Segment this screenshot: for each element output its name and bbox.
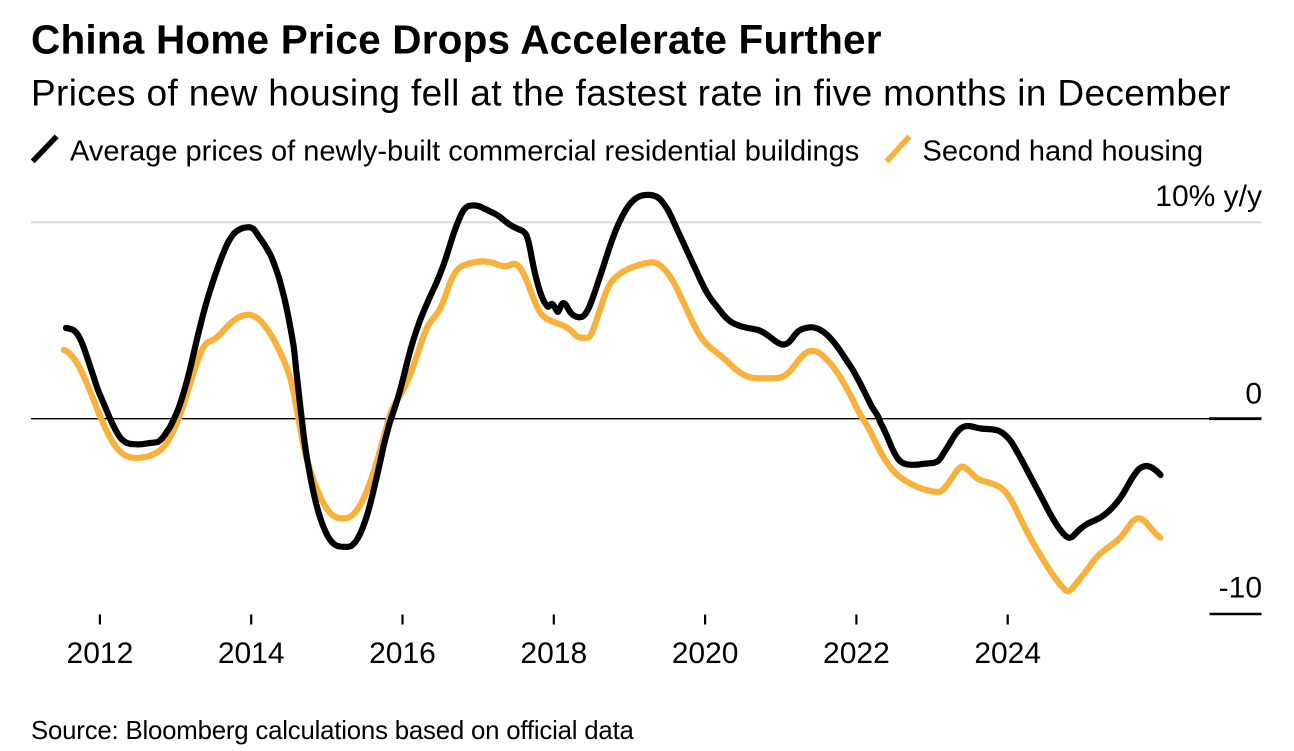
svg-text:2012: 2012: [67, 637, 134, 670]
svg-text:-10: -10: [1219, 572, 1262, 605]
svg-text:Prices of new housing fell at: Prices of new housing fell at the fastes…: [31, 73, 1231, 114]
svg-text:0: 0: [1245, 377, 1262, 410]
svg-text:2024: 2024: [974, 637, 1041, 670]
svg-text:2022: 2022: [823, 637, 890, 670]
svg-text:10% y/y: 10% y/y: [1155, 180, 1262, 213]
svg-text:2016: 2016: [369, 637, 436, 670]
svg-text:Average prices of newly-built: Average prices of newly-built commercial…: [70, 135, 859, 167]
svg-text:Source: Bloomberg calculations: Source: Bloomberg calculations based on …: [31, 717, 635, 745]
svg-text:2020: 2020: [672, 637, 739, 670]
svg-text:China Home Price Drops Acceler: China Home Price Drops Accelerate Furthe…: [31, 17, 882, 63]
svg-text:Second hand housing: Second hand housing: [923, 135, 1204, 167]
svg-text:2018: 2018: [520, 637, 587, 670]
svg-text:2014: 2014: [218, 637, 285, 670]
